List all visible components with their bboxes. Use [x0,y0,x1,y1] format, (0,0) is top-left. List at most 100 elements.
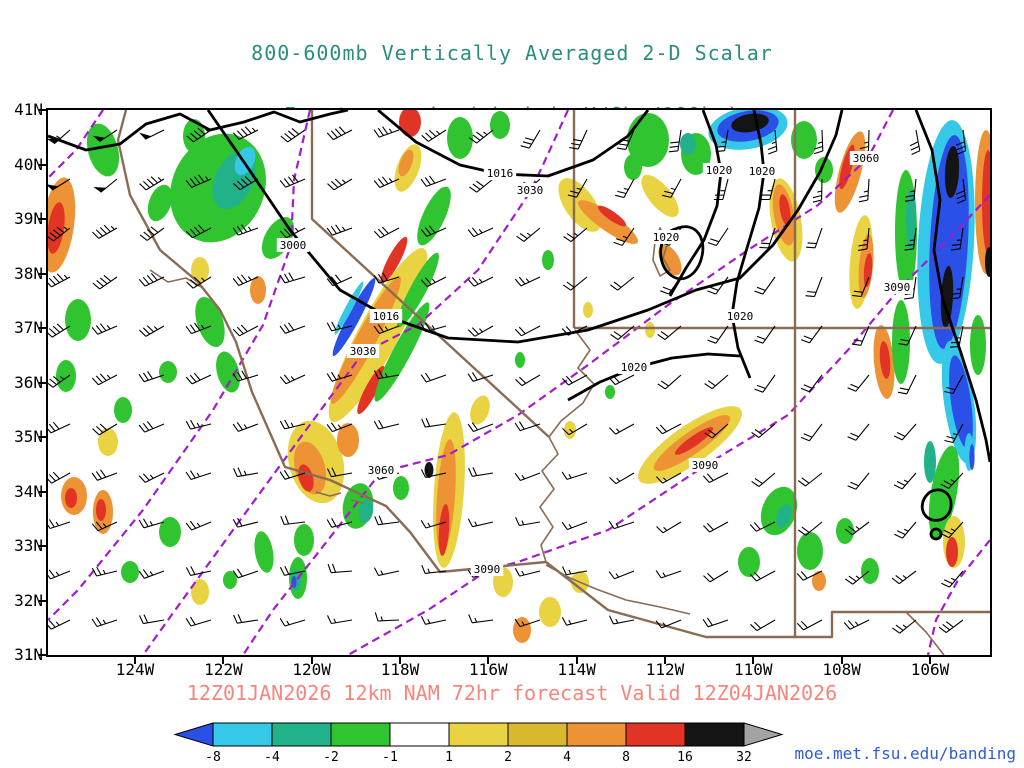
wind-barb [138,371,165,383]
wind-barb [327,563,353,574]
wind-barb [48,569,71,580]
wind-barb [233,614,259,624]
wind-barb [514,618,541,628]
wind-barb [99,129,118,143]
colorbar-arrow-left [173,722,214,747]
colorbar-tick-label: 32 [736,750,752,765]
wind-barb [232,370,259,382]
lon-tick-label: 116W [469,660,508,679]
wind-barb [420,322,447,333]
wind-barb [279,419,306,430]
wind-barb [704,423,729,439]
wind-barb [754,325,776,344]
wind-barb [655,423,682,435]
contour-label: 3090 [474,563,501,576]
wind-barb [656,472,682,484]
lat-tick-label: 39N [14,209,43,228]
wind-barb [813,129,824,155]
mslp-contour [48,110,349,152]
wind-barb [421,417,447,428]
river [905,611,945,655]
wind-barb [326,518,353,528]
wind-barb [326,126,353,141]
wind-barb [562,423,588,436]
mslp-contour [668,110,723,297]
wind-barb [805,276,823,298]
wind-barb [563,276,588,291]
wind-barb [847,472,870,490]
wind-barb [91,521,118,532]
lon-tick [752,657,755,664]
wind-barb [233,176,259,191]
wind-barb [955,178,967,204]
wind-barb [326,274,353,287]
wind-barb [892,619,917,634]
wind-barb [421,564,447,574]
wind-barb [185,224,212,239]
colorbar-tick-label: -4 [264,750,280,765]
lon-tick [575,657,578,664]
wind-barb [138,569,165,579]
wind-barb [655,570,682,579]
wind-barb [51,178,71,191]
wind-barb [613,227,635,246]
wind-barb [373,176,400,189]
colorbar-segment [625,722,686,747]
wind-barb [233,467,259,478]
lat-tick-label: 40N [14,154,43,174]
state-border [116,110,547,574]
colorbar-tick-label: -1 [382,750,398,765]
lat-tick [39,381,46,384]
wind-barb [373,567,400,577]
wind-barb [562,566,588,576]
lat-tick-label: 37N [14,318,43,337]
wind-barb [858,178,870,203]
wind-barb [468,325,494,337]
wind-barb [949,325,964,348]
lon-tick-label: 114W [557,660,596,679]
lon-tick-label: 118W [380,660,420,679]
credit-link[interactable]: moe.met.fsu.edu/banding [794,744,1016,763]
wind-barb [373,419,400,430]
wind-barb [327,178,353,191]
wind-barb [469,178,494,193]
lat-tick-label: 41N [14,100,43,119]
wind-barb [749,570,776,582]
wind-barb [609,615,635,625]
wind-barb [909,129,921,155]
state-borders [116,110,990,639]
wind-barb [715,129,729,153]
wind-barb [139,226,165,241]
wind-barb-pennant [92,135,106,142]
wind-barb [138,421,165,433]
contour-label: 3090 [884,281,911,294]
wind-barb [92,224,118,239]
lon-tick [928,657,931,664]
wind-barb [800,423,823,442]
wind-barb [467,422,494,433]
wind-barb [100,178,118,193]
colorbar-tick-label: 16 [677,750,693,765]
wind-barb [92,274,118,290]
wind-barb [138,518,165,529]
wind-barb [858,227,870,251]
wind-barb [232,224,259,236]
wind-barb [373,126,400,138]
wind-barb [702,472,729,483]
wind-barb [420,276,447,287]
wind-barb [569,129,588,150]
lat-tick [39,327,46,329]
colorbar-arrow-right [743,722,784,747]
wind-barb [893,423,917,441]
wind-barb [951,227,964,251]
wind-barb [567,178,588,198]
wind-barb [138,273,165,287]
colorbar-segment [448,722,509,747]
lon-tick-label: 122W [204,660,243,679]
wind-barb [53,129,71,145]
wind-barb [938,619,964,634]
wind-barb [812,178,823,203]
river [350,499,364,504]
wind-barb [373,324,400,335]
